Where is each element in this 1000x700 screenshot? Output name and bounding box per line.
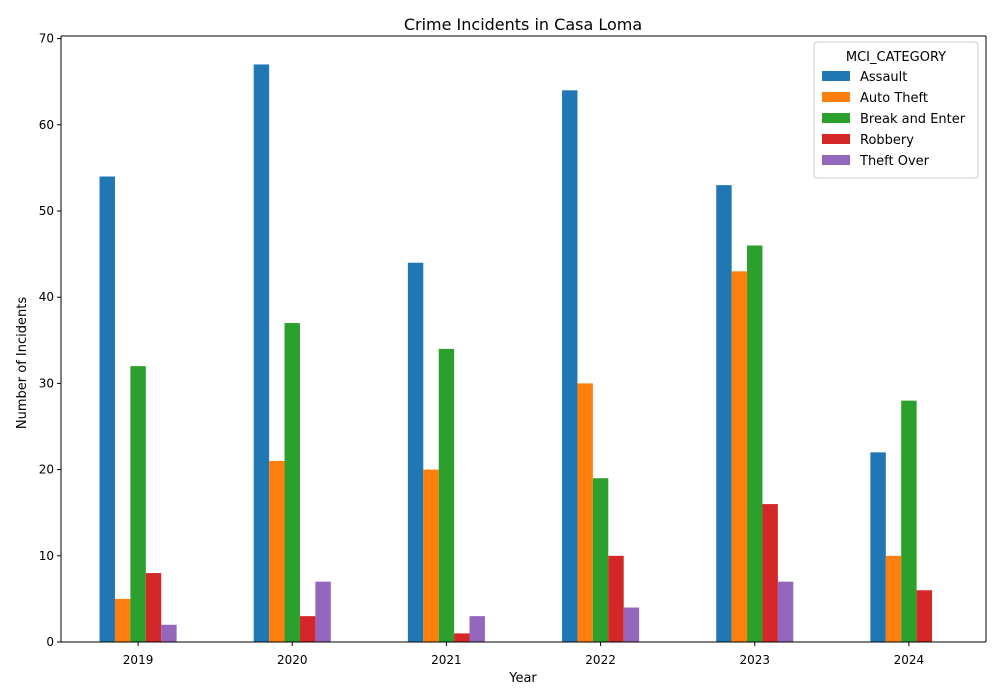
bar-auto-theft-2019: [114, 598, 131, 642]
legend-swatch: [822, 71, 850, 81]
bar-robbery-2022: [608, 555, 624, 642]
y-tick-label: 10: [39, 549, 54, 563]
y-tick-label: 30: [39, 376, 54, 390]
bar-robbery-2024: [916, 590, 933, 642]
bar-auto-theft-2021: [423, 469, 439, 642]
bar-theft-over-2023: [777, 581, 794, 642]
bar-theft-over-2022: [623, 607, 640, 642]
legend-label: Auto Theft: [860, 91, 928, 106]
legend-swatch: [822, 113, 850, 123]
bar-auto-theft-2022: [577, 383, 593, 642]
legend-label: Assault: [860, 70, 907, 85]
x-tick-label: 2022: [585, 653, 616, 667]
bar-break-and-enter-2021: [438, 348, 455, 642]
bar-robbery-2021: [454, 633, 470, 642]
bar-break-and-enter-2020: [284, 323, 300, 642]
x-tick-label: 2020: [277, 653, 308, 667]
bar-assault-2024: [870, 452, 886, 642]
bar-assault-2021: [407, 262, 424, 642]
chart-title: Crime Incidents in Casa Loma: [404, 15, 642, 34]
legend: MCI_CATEGORY Assault Auto Theft Break and E…: [813, 41, 979, 179]
y-tick-label: 20: [39, 463, 54, 477]
bar-assault-2022: [562, 90, 578, 642]
bar-auto-theft-2024: [885, 555, 902, 642]
bar-auto-theft-2023: [731, 271, 748, 642]
x-tick-label: 2024: [894, 653, 925, 667]
legend-label: Robbery: [860, 133, 914, 148]
y-tick-label: 60: [39, 118, 54, 132]
bar-theft-over-2019: [161, 624, 177, 642]
bar-theft-over-2021: [469, 616, 485, 642]
legend-label: Theft Over: [859, 154, 930, 169]
legend-swatch: [822, 155, 850, 165]
legend-box: [813, 41, 979, 179]
y-tick-label: 50: [39, 204, 54, 218]
bar-auto-theft-2020: [269, 460, 285, 642]
bar-assault-2019: [99, 176, 115, 642]
bar-break-and-enter-2019: [130, 366, 146, 642]
y-tick-label: 70: [39, 32, 54, 46]
bar-assault-2023: [716, 185, 732, 642]
x-axis-label: Year: [508, 671, 537, 686]
plot-area: 0 10 20 30 40 50 60 70 2019 2020 2021 2022 2023 2024: [39, 32, 987, 667]
legend-swatch: [822, 92, 850, 102]
bar-robbery-2020: [299, 616, 316, 642]
y-axis-label: Number of Incidents: [15, 297, 30, 429]
x-tick-label: 2019: [123, 653, 154, 667]
bar-break-and-enter-2024: [901, 400, 917, 642]
legend-swatch: [822, 134, 850, 144]
legend-label: Break and Enter: [860, 112, 966, 127]
bar-assault-2020: [253, 64, 270, 642]
bar-robbery-2023: [762, 504, 778, 642]
x-tick-label: 2021: [431, 653, 462, 667]
y-tick-label: 0: [46, 635, 54, 649]
legend-title: MCI_CATEGORY: [846, 50, 946, 65]
x-tick-label: 2023: [739, 653, 770, 667]
bar-theft-over-2020: [315, 581, 331, 642]
bar-break-and-enter-2023: [747, 245, 763, 642]
bar-robbery-2019: [145, 573, 162, 642]
bar-break-and-enter-2022: [592, 478, 609, 642]
y-tick-label: 40: [39, 290, 54, 304]
